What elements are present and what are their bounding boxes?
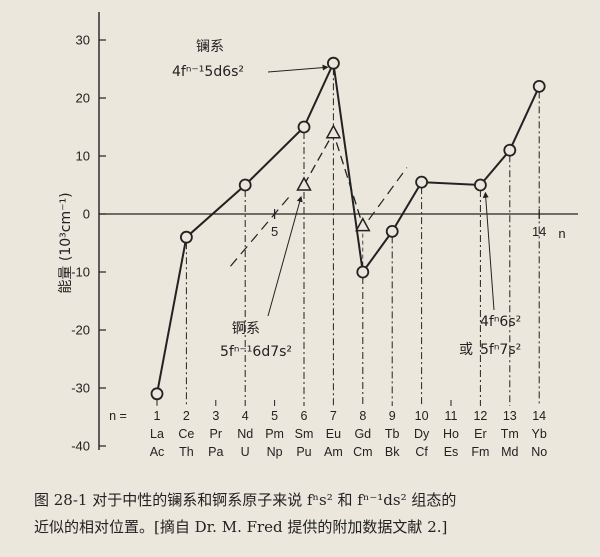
- y-tick-label: 20: [76, 91, 90, 106]
- y-tick-label: -40: [71, 439, 90, 454]
- n-value-label: 2: [183, 409, 190, 423]
- actinide-label: U: [241, 445, 250, 459]
- actinide-label: No: [531, 445, 547, 459]
- fn-s2-actinide-label: 5fⁿ7s²: [480, 342, 521, 358]
- vertical-guide-lines: [156, 68, 540, 406]
- x-axis-label: n: [558, 226, 565, 241]
- actinide-series-formula: 5fⁿ⁻¹6d7s²: [220, 344, 292, 360]
- caption-line-2: 近似的相对位置。[摘自 Dr. M. Fred 提供的附加数据文献 2.]: [34, 518, 448, 536]
- actinide-label: Fm: [471, 445, 489, 459]
- n-value-label: 10: [415, 409, 429, 423]
- lanthanide-label: Tm: [501, 427, 519, 441]
- actinide-point: [355, 217, 371, 232]
- actinide-series-name: 锕系: [232, 321, 260, 337]
- or-label: 或: [459, 342, 473, 358]
- lanthanide-label: La: [150, 427, 164, 441]
- n-value-label: 1: [154, 409, 161, 423]
- lanthanide-label: Pm: [265, 427, 284, 441]
- actinide-label: Md: [501, 445, 518, 459]
- n-row-label: n =: [109, 409, 127, 423]
- lanthanide-label: Dy: [414, 427, 430, 441]
- lanthanide-label: Gd: [354, 427, 371, 441]
- lanthanide-label: Er: [474, 427, 487, 441]
- y-tick-label: -30: [71, 381, 90, 396]
- n-value-label: 11: [445, 409, 458, 423]
- lanthanide-label: Pr: [210, 427, 223, 441]
- lanthanide-point: [503, 143, 517, 157]
- actinide-point: [325, 124, 342, 139]
- lanthanide-point: [150, 387, 164, 401]
- caption-line-1: 图 28-1 对于中性的镧系和锕系原子来说 fⁿs² 和 fⁿ⁻¹ds² 组态的: [34, 491, 457, 509]
- lanthanide-point: [415, 175, 429, 189]
- actinide-label: Th: [179, 445, 194, 459]
- n-value-label: 8: [359, 409, 366, 423]
- dashed-extension-right: [368, 167, 408, 221]
- figure-caption: 图 28-1 对于中性的镧系和锕系原子来说 fⁿs² 和 fⁿ⁻¹ds² 组态的…: [34, 487, 584, 541]
- actinide-point: [296, 176, 312, 191]
- actinide-label: Bk: [385, 445, 400, 459]
- n-value-label: 4: [242, 409, 249, 423]
- lanthanide-label: Yb: [532, 427, 547, 441]
- actinide-label: Cm: [353, 445, 372, 459]
- actinide-label: Np: [267, 445, 283, 459]
- y-tick-label: -20: [71, 323, 90, 338]
- lanthanide-callout-arrow: [267, 64, 329, 73]
- lanthanide-point: [356, 265, 370, 279]
- n-value-label: 9: [389, 409, 396, 423]
- actinide-label: Pu: [296, 445, 311, 459]
- n-value-label: 5: [271, 409, 278, 423]
- actinide-label: Es: [444, 445, 459, 459]
- n-value-label: 7: [330, 409, 337, 423]
- lanthanide-series-formula: 4fⁿ⁻¹5d6s²: [172, 64, 244, 80]
- y-tick-label: 10: [76, 149, 90, 164]
- fn-s2-lanthanide-label: 4fⁿ6s²: [480, 314, 521, 330]
- lanthanide-point: [297, 120, 311, 134]
- y-tick-label: -10: [71, 265, 90, 280]
- n-value-label: 3: [212, 409, 219, 423]
- lanthanide-point: [385, 224, 399, 238]
- n-value-label: 6: [301, 409, 308, 423]
- n-value-label: 13: [503, 409, 517, 423]
- lanthanide-point: [179, 230, 193, 244]
- series-group: [150, 56, 546, 401]
- y-axis-label: 能量 (10³cm⁻¹): [58, 192, 74, 293]
- actinide-callout-arrow: [267, 195, 303, 317]
- lanthanide-label: Eu: [326, 427, 341, 441]
- lanthanide-label: Tb: [385, 427, 400, 441]
- n-value-label: 14: [532, 409, 546, 423]
- dashed-extensions: [230, 167, 408, 267]
- lanthanide-label: Ce: [178, 427, 194, 441]
- actinide-label: Am: [324, 445, 343, 459]
- lanthanide-point: [326, 56, 340, 70]
- lanthanide-point: [532, 80, 546, 93]
- lanthanide-point: [238, 178, 252, 192]
- actinide-label: Pa: [208, 445, 223, 459]
- lanthanide-label: Sm: [295, 427, 314, 441]
- y-tick-label: 30: [76, 33, 90, 48]
- dashed-extension-left: [230, 196, 290, 267]
- actinide-label: Ac: [150, 445, 165, 459]
- annotations-group: 镧系 4fⁿ⁻¹5d6s² 锕系 5fⁿ⁻¹6d7s² 4fⁿ6s² 或 5fⁿ7s²: [172, 39, 521, 360]
- actinide-label: Cf: [415, 445, 428, 459]
- lanthanide-label: Nd: [237, 427, 253, 441]
- n-value-label: 12: [473, 409, 487, 423]
- y-tick-label: 0: [83, 207, 90, 222]
- fn-s2-callout-arrow: [482, 191, 495, 311]
- lanthanide-point: [473, 178, 487, 192]
- lanthanide-series-name: 镧系: [196, 39, 224, 55]
- lanthanide-label: Ho: [443, 427, 459, 441]
- x-tick-label: 5: [271, 224, 278, 239]
